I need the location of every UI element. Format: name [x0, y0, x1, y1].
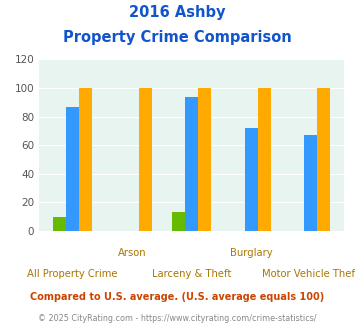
Bar: [172, 213, 185, 231]
Bar: [185, 97, 198, 231]
Bar: [317, 88, 331, 231]
Text: Arson: Arson: [118, 248, 147, 258]
Text: All Property Crime: All Property Crime: [27, 269, 118, 279]
Bar: [258, 88, 271, 231]
Bar: [304, 135, 317, 231]
Bar: [53, 217, 66, 231]
Text: Compared to U.S. average. (U.S. average equals 100): Compared to U.S. average. (U.S. average …: [31, 292, 324, 302]
Bar: [79, 88, 92, 231]
Text: 2016 Ashby: 2016 Ashby: [129, 5, 226, 20]
Text: Property Crime Comparison: Property Crime Comparison: [63, 30, 292, 45]
Text: © 2025 CityRating.com - https://www.cityrating.com/crime-statistics/: © 2025 CityRating.com - https://www.city…: [38, 314, 317, 323]
Text: Larceny & Theft: Larceny & Theft: [152, 269, 231, 279]
Bar: [139, 88, 152, 231]
Bar: [66, 107, 79, 231]
Bar: [198, 88, 211, 231]
Text: Burglary: Burglary: [230, 248, 273, 258]
Bar: [245, 128, 258, 231]
Text: Motor Vehicle Theft: Motor Vehicle Theft: [262, 269, 355, 279]
